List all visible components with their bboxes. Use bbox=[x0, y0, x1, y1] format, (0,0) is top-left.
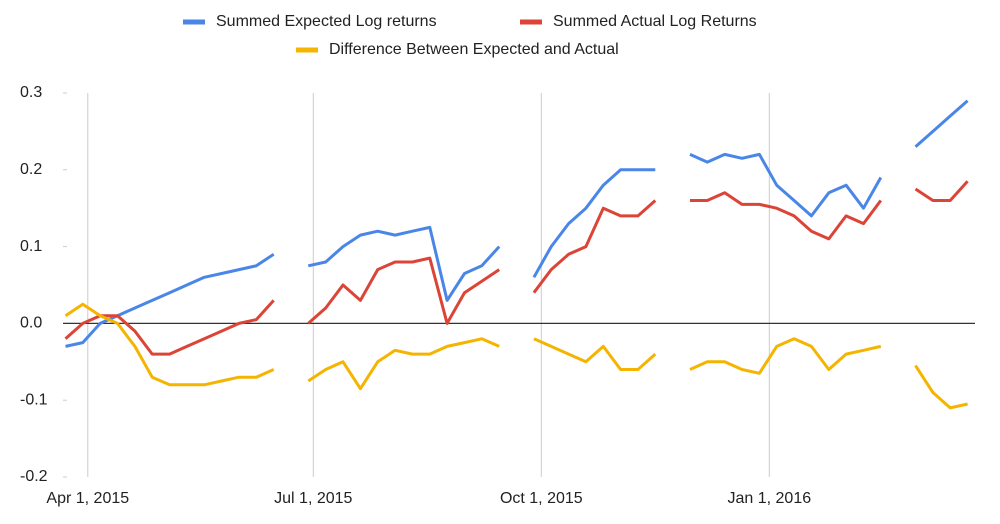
legend-label: Summed Expected Log returns bbox=[216, 13, 437, 30]
x-tick-label: Jan 1, 2016 bbox=[727, 490, 811, 507]
legend-label: Summed Actual Log Returns bbox=[553, 13, 757, 30]
legend-label: Difference Between Expected and Actual bbox=[329, 41, 619, 58]
series-line bbox=[65, 99, 969, 348]
y-tick-label: 0.0 bbox=[20, 315, 42, 332]
y-tick-label: -0.1 bbox=[20, 391, 48, 408]
x-tick-label: Apr 1, 2015 bbox=[46, 490, 129, 507]
x-tick-label: Jul 1, 2015 bbox=[274, 490, 352, 507]
y-tick-label: -0.2 bbox=[20, 468, 48, 485]
y-tick-label: 0.2 bbox=[20, 161, 42, 178]
x-tick-label: Oct 1, 2015 bbox=[500, 490, 583, 507]
series-line bbox=[64, 302, 968, 410]
series-line bbox=[64, 180, 969, 356]
y-tick-label: 0.3 bbox=[20, 84, 42, 101]
y-tick-label: 0.1 bbox=[20, 238, 42, 255]
